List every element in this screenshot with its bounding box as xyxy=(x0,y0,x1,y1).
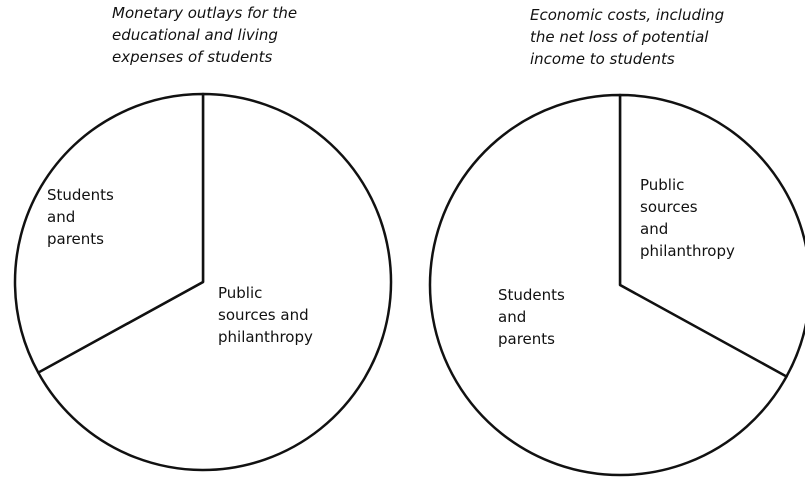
pie-slice xyxy=(428,93,788,477)
chart-title: Economic costs, including the net loss of… xyxy=(530,6,724,68)
pie-slice xyxy=(37,92,393,472)
chart-title: Monetary outlays for the educational and … xyxy=(112,4,297,66)
slice-label: Students and parents xyxy=(498,286,565,348)
slice-label: Public sources and philanthropy xyxy=(218,284,313,346)
pie-slice xyxy=(13,92,205,374)
slice-label: Students and parents xyxy=(47,186,114,248)
slice-label: Public sources and philanthropy xyxy=(640,176,735,260)
